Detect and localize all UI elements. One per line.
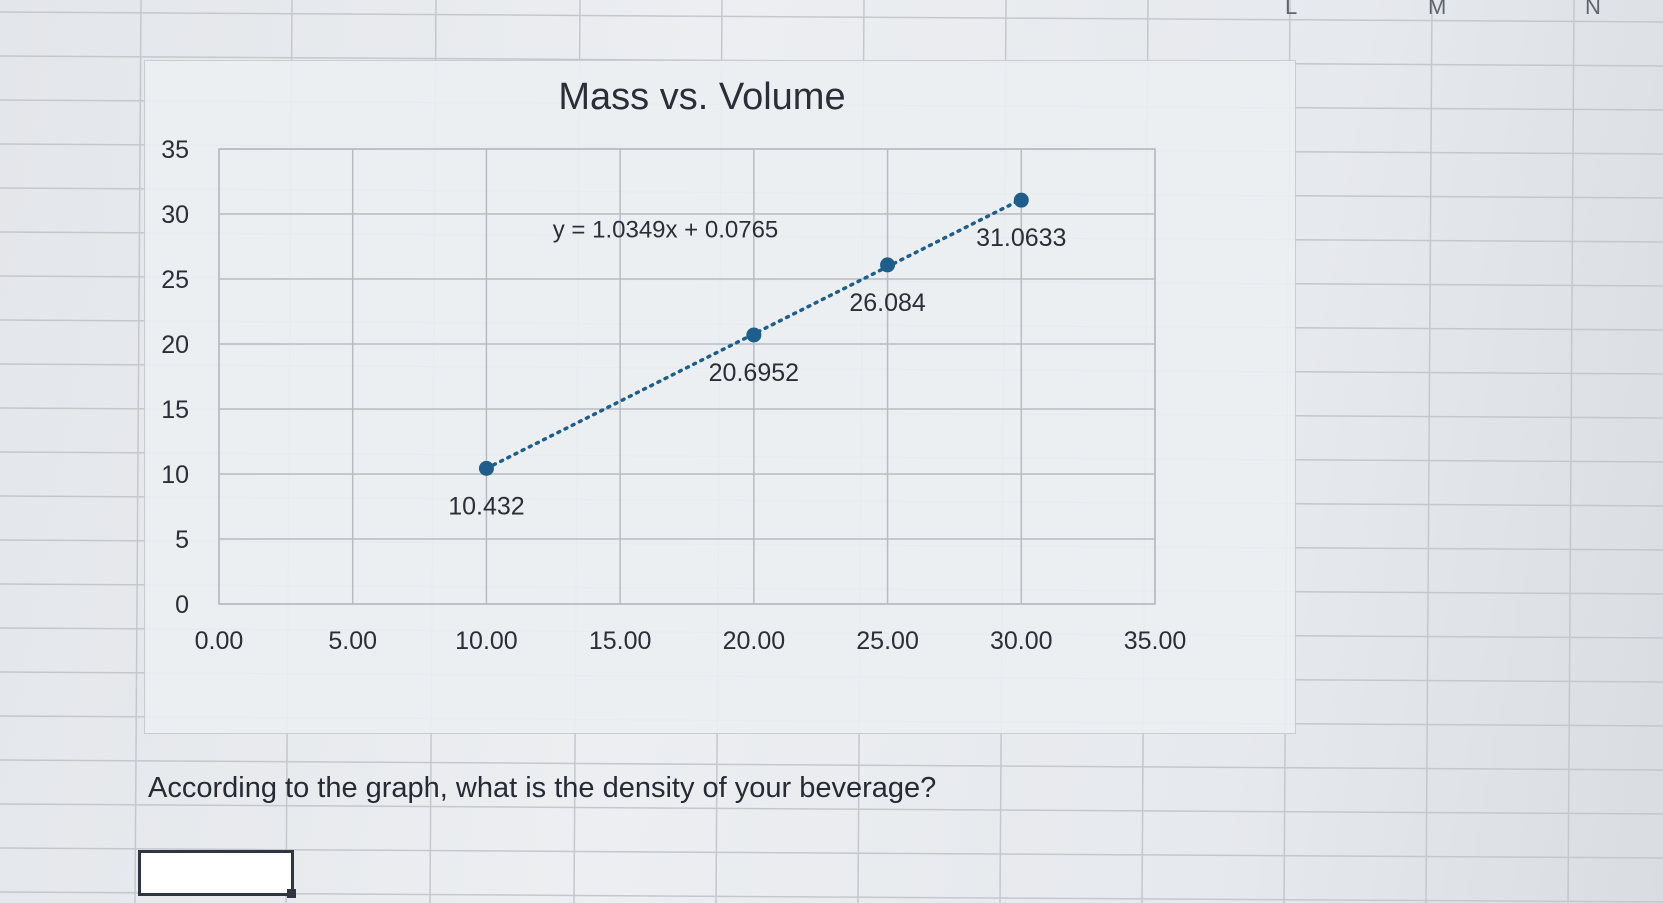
y-tick-label: 5 bbox=[175, 526, 189, 554]
y-tick-label: 20 bbox=[161, 331, 189, 359]
data-label: 31.0633 bbox=[976, 224, 1066, 252]
data-points-layer bbox=[478, 192, 1029, 476]
y-tick-label: 25 bbox=[161, 266, 189, 294]
sheet-row-line bbox=[0, 803, 1663, 815]
x-tick-label: 20.00 bbox=[723, 627, 786, 655]
labels-layer: Mass vs. Volume 0.00 5.00 10.00 15.00 20.00 25… bbox=[161, 76, 1186, 655]
density-question: According to the graph, what is the dens… bbox=[148, 772, 937, 804]
column-header-l[interactable]: L bbox=[1285, 0, 1298, 19]
scatter-chart: Mass vs. Volume 0.00 5.00 10.00 15.00 20.00 25… bbox=[161, 76, 1186, 655]
y-tick-label: 10 bbox=[161, 461, 189, 489]
x-tick-label: 35.00 bbox=[1124, 627, 1187, 655]
data-point bbox=[880, 257, 896, 273]
y-tick-label: 35 bbox=[161, 136, 189, 164]
sheet-column-line bbox=[134, 0, 142, 903]
column-header-n[interactable]: N bbox=[1585, 0, 1601, 19]
chart-title: Mass vs. Volume bbox=[558, 76, 845, 118]
data-point bbox=[1013, 192, 1029, 208]
x-tick-label: 5.00 bbox=[328, 627, 377, 655]
sheet-row-line bbox=[0, 759, 1663, 771]
y-tick-label: 0 bbox=[175, 591, 189, 619]
sheet-row-line bbox=[0, 847, 1663, 859]
y-tick-label: 15 bbox=[161, 396, 189, 424]
trendline-equation: y = 1.0349x + 0.0765 bbox=[553, 217, 779, 244]
sheet-row-line bbox=[0, 11, 1663, 23]
x-tick-label: 30.00 bbox=[990, 627, 1053, 655]
x-tick-label: 0.00 bbox=[195, 627, 244, 655]
x-tick-label: 25.00 bbox=[856, 627, 919, 655]
sheet-column-line bbox=[1567, 0, 1575, 903]
x-tick-label: 10.00 bbox=[455, 627, 518, 655]
column-header-m[interactable]: M bbox=[1428, 0, 1447, 19]
data-label: 10.432 bbox=[448, 492, 524, 520]
data-point bbox=[746, 327, 762, 343]
sheet-column-line bbox=[1425, 0, 1433, 903]
data-label: 20.6952 bbox=[709, 359, 799, 387]
y-tick-label: 30 bbox=[161, 201, 189, 229]
chart-area[interactable]: Mass vs. Volume 0.00 5.00 10.00 15.00 20.00 25… bbox=[144, 60, 1296, 734]
x-tick-label: 15.00 bbox=[589, 627, 652, 655]
answer-cell[interactable] bbox=[138, 850, 294, 896]
data-point bbox=[478, 460, 494, 476]
data-label: 26.084 bbox=[849, 289, 926, 317]
fill-handle[interactable] bbox=[287, 889, 296, 898]
chart-gridlines bbox=[218, 148, 1156, 605]
